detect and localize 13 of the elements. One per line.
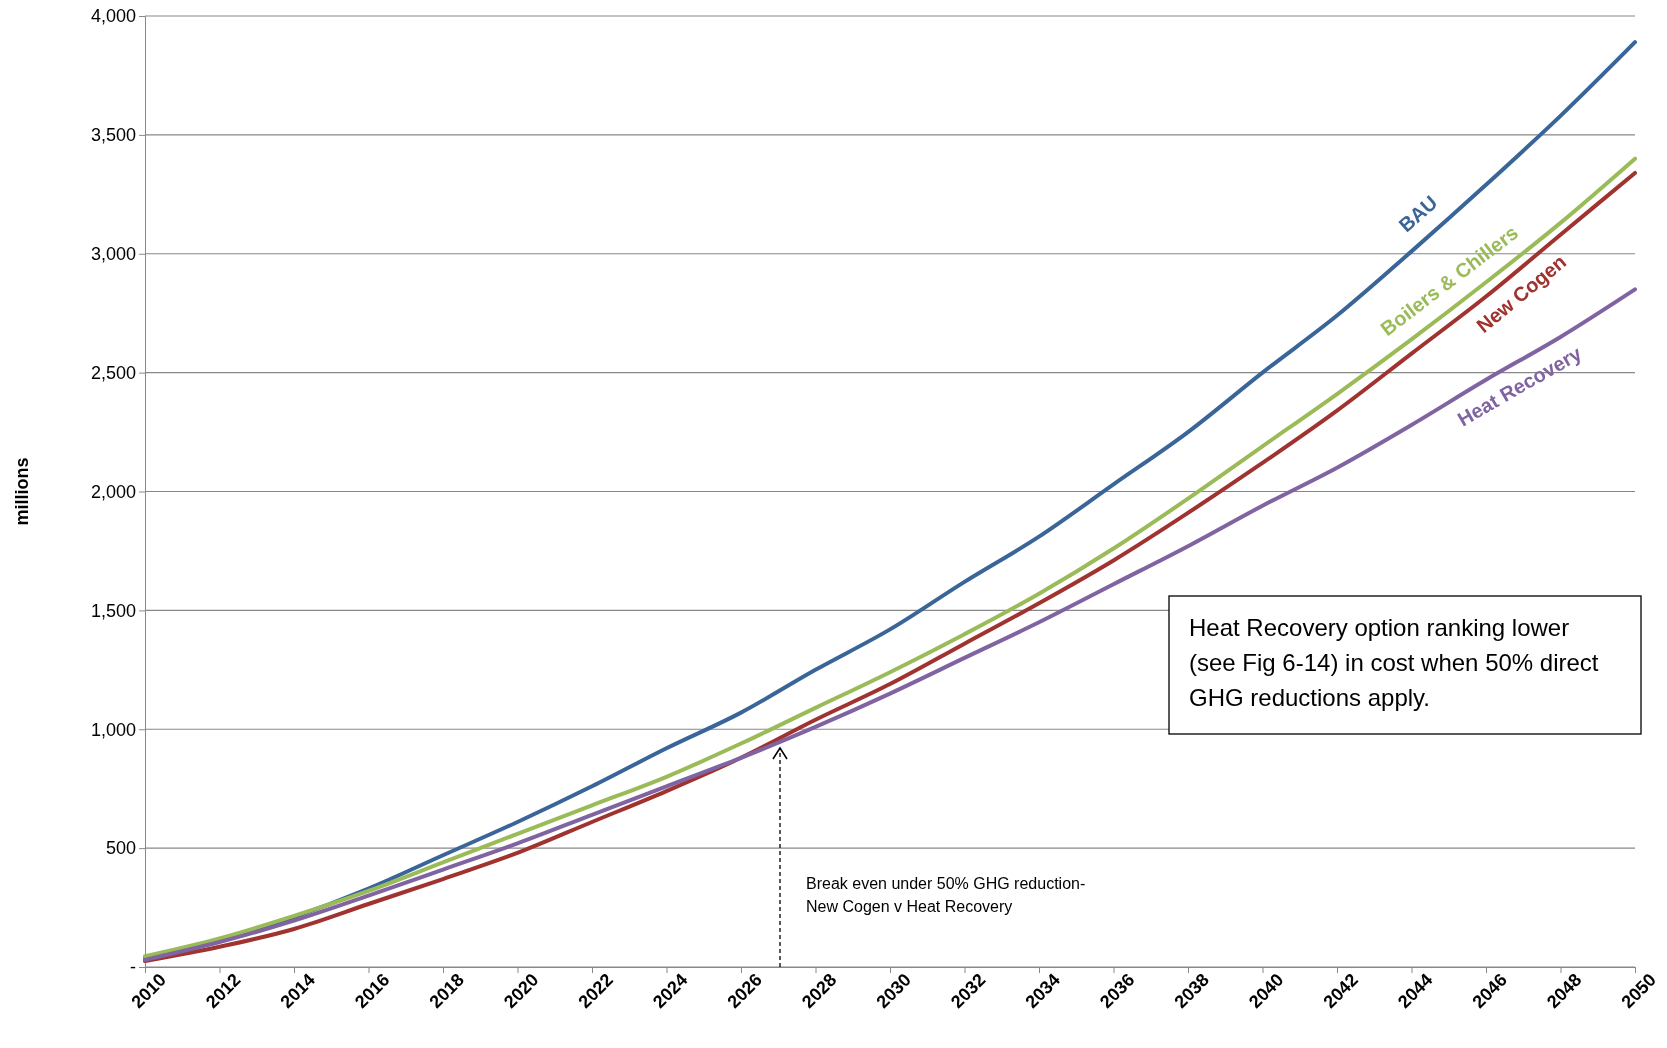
- y-tick-label: -: [130, 957, 136, 978]
- y-tick-label: 3,500: [90, 125, 136, 146]
- y-tick-label: 4,000: [90, 6, 136, 27]
- y-tick-label: 2,500: [90, 362, 136, 383]
- y-axis-title: millions: [12, 457, 32, 526]
- y-tick-label: 1,500: [90, 600, 136, 621]
- annotation: Break even under 50% GHG reduction- New Cogen v Heat Recovery: [806, 875, 1086, 916]
- y-tick-label: 2,000: [90, 481, 136, 502]
- y-tick-label: 1,000: [90, 719, 136, 740]
- y-tick-label: 500: [105, 838, 136, 859]
- y-tick-label: 3,000: [90, 244, 136, 265]
- note-box: Heat Recovery option ranking lower (see Fig 6-14) in cost when 50% direct GHG reductions apply.: [1168, 595, 1642, 735]
- annotation: Heat Recovery option ranking lower (see Fig 6-14) in cost when 50% direct GHG reductions apply.: [1189, 614, 1599, 711]
